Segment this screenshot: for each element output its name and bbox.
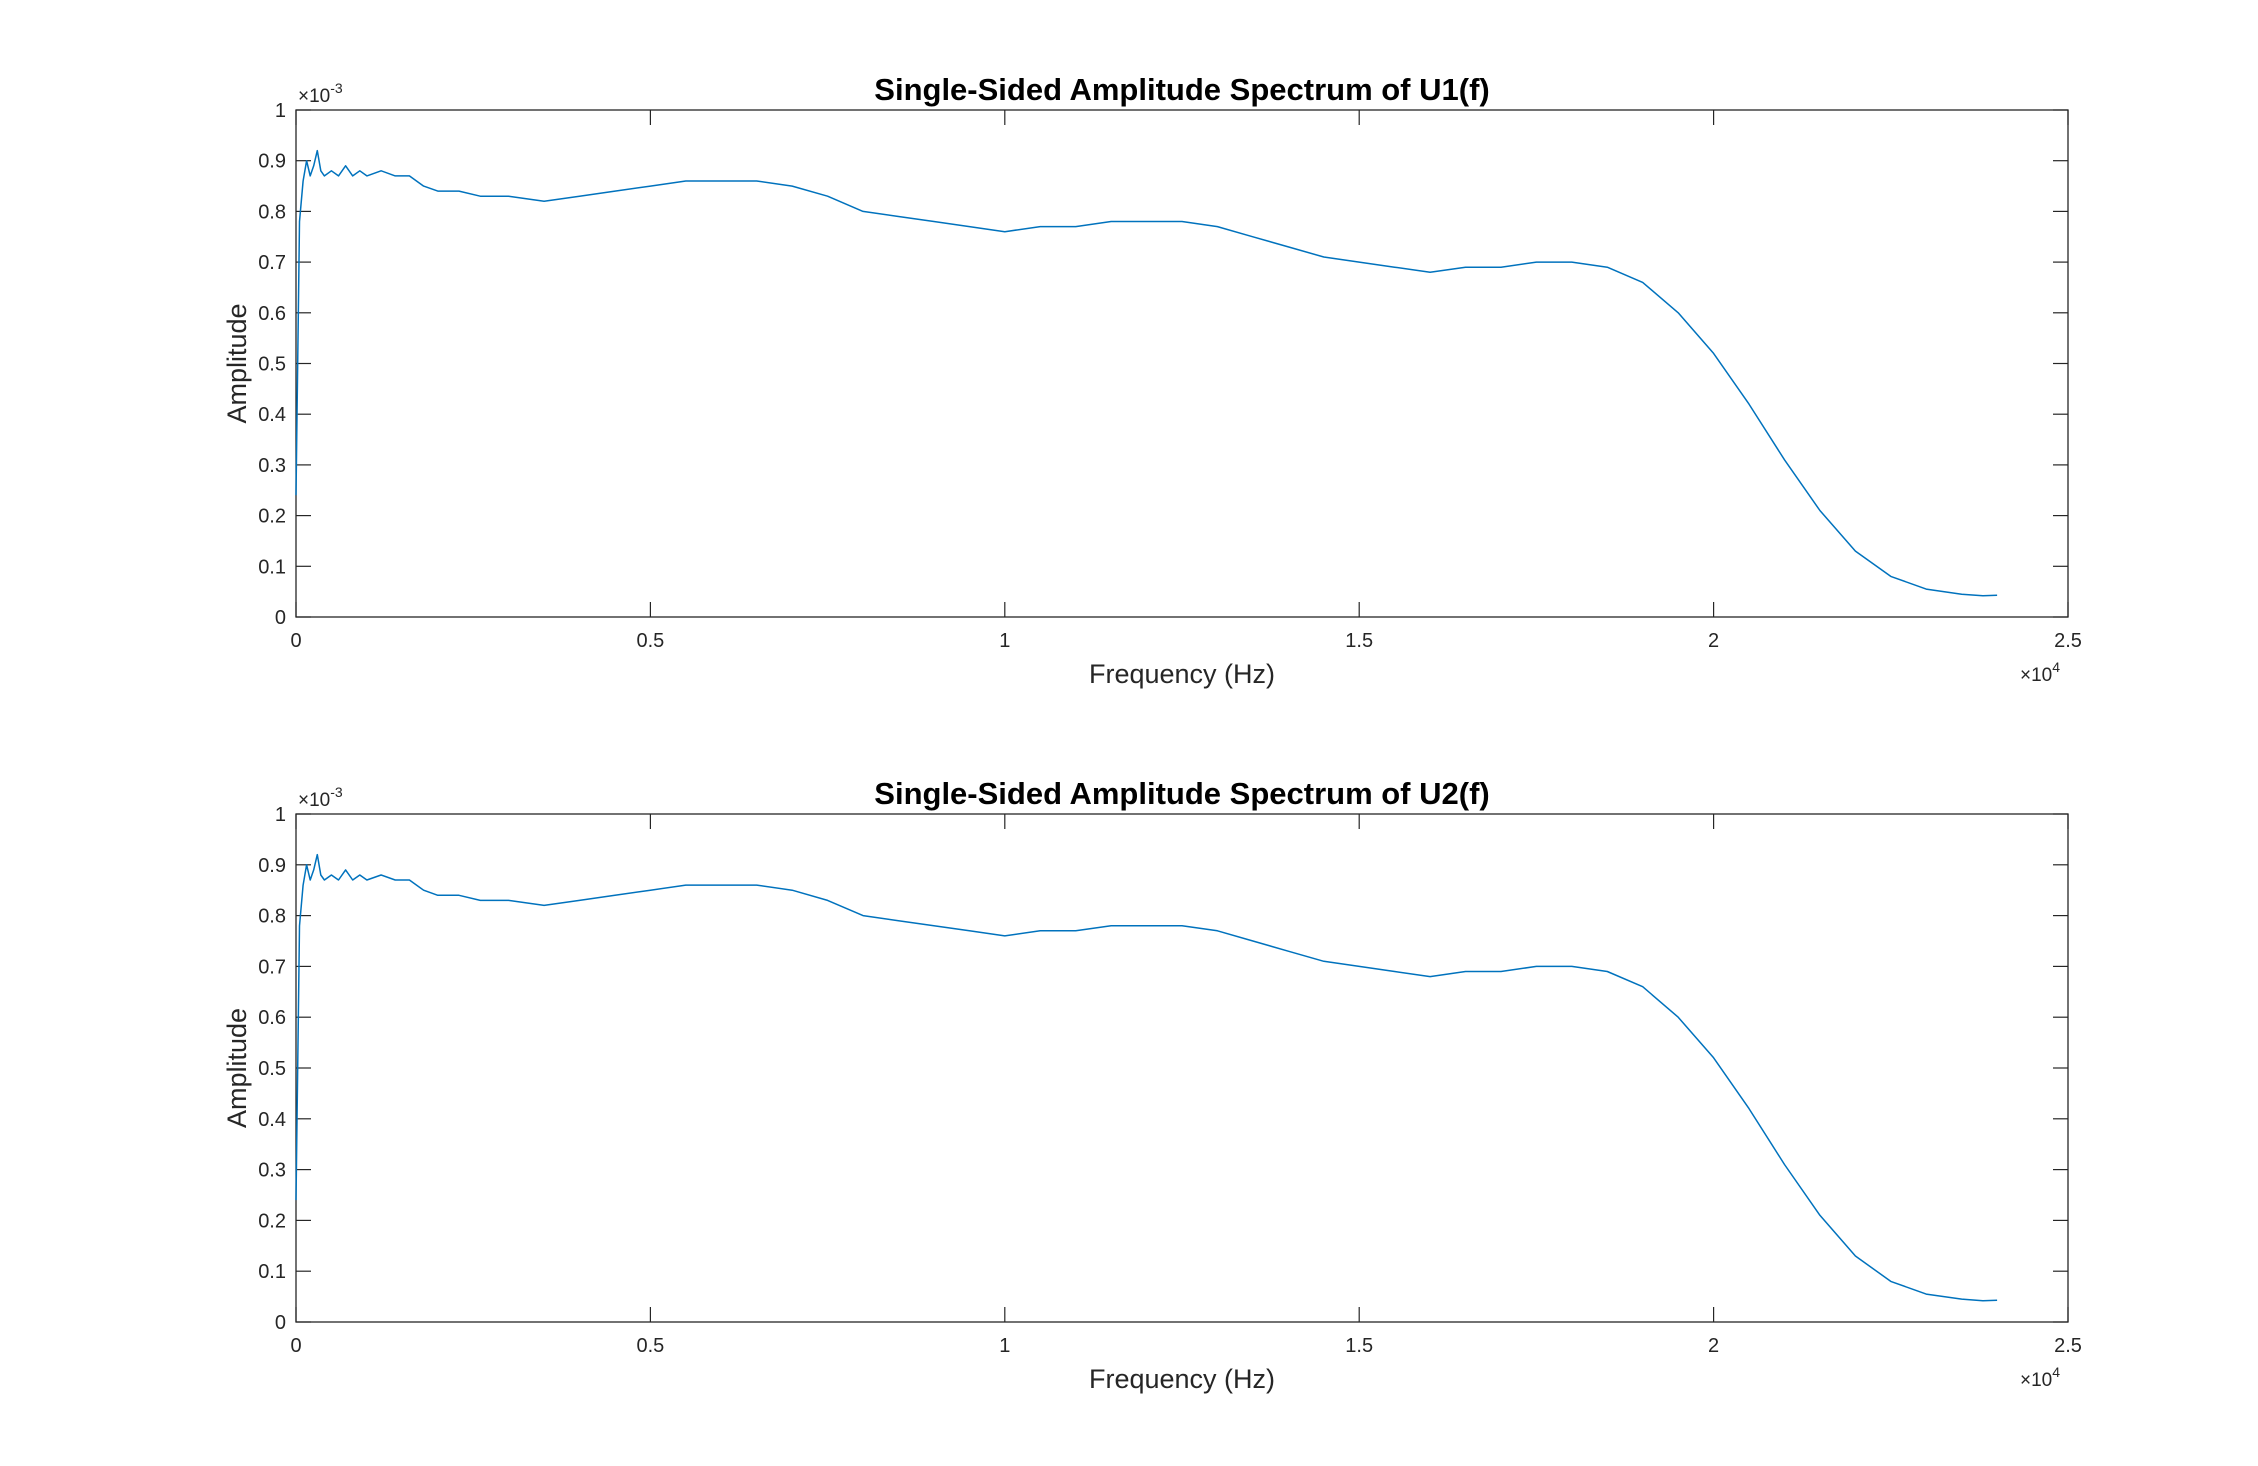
y-tick-label: 0.5 — [258, 354, 286, 376]
x-tick-label: 2 — [1708, 1335, 1719, 1357]
series-line-1 — [295, 853, 1998, 1302]
series-line-1 — [295, 149, 1998, 597]
x-tick-label: 1 — [999, 1335, 1010, 1357]
y-tick-label: 0.5 — [258, 1058, 286, 1080]
y-tick-label: 0.4 — [258, 404, 286, 426]
y-axis-label: Amplitude — [222, 303, 252, 423]
y-tick-label: 0.8 — [258, 906, 286, 928]
x-tick-label: 1 — [999, 630, 1010, 652]
y-tick-label: 0.7 — [258, 956, 286, 978]
y-tick-label: 0.9 — [258, 855, 286, 877]
y-tick-label: 0.1 — [258, 556, 286, 578]
y-tick-label: 0.3 — [258, 455, 286, 477]
y-exponent-label: ×10-3 — [298, 80, 343, 107]
y-axis-label: Amplitude — [222, 1008, 252, 1128]
x-axis-label: Frequency (Hz) — [1089, 659, 1275, 689]
y-exponent-power: -3 — [330, 784, 343, 800]
y-tick-label: 0.9 — [258, 151, 286, 173]
x-tick-label: 0.5 — [636, 630, 664, 652]
x-exponent-base: ×10 — [2020, 665, 2052, 686]
y-tick-label: 0.7 — [258, 252, 286, 274]
y-exponent-base: ×10 — [298, 86, 330, 107]
y-exponent-power: -3 — [330, 80, 343, 96]
x-exponent-label: ×104 — [2020, 659, 2060, 686]
x-tick-label: 1.5 — [1345, 630, 1373, 652]
y-tick-label: 0 — [275, 1312, 286, 1334]
subplot-2: 0 0.5 1 1.5 2 2.5 0 0.1 0.2 0.3 0.4 0.5 0.6 0.7 0.8 0.9… — [222, 776, 2082, 1394]
y-tick-label: 0.8 — [258, 201, 286, 223]
axes-box — [295, 109, 2069, 618]
x-exponent-power: 4 — [2052, 659, 2060, 675]
x-axis-label: Frequency (Hz) — [1089, 1364, 1275, 1394]
x-tick-label: 0 — [290, 1335, 301, 1357]
x-tick-label: 2 — [1708, 630, 1719, 652]
x-tick-label: 1.5 — [1345, 1335, 1373, 1357]
x-tick-label: 0.5 — [636, 1335, 664, 1357]
x-tick-label: 2.5 — [2054, 630, 2082, 652]
y-tick-label: 0.4 — [258, 1109, 286, 1131]
y-exponent-label: ×10-3 — [298, 784, 343, 811]
x-exponent-label: ×104 — [2020, 1364, 2060, 1391]
y-tick-label: 0.3 — [258, 1160, 286, 1182]
chart-title: Single-Sided Amplitude Spectrum of U1(f) — [874, 72, 1489, 107]
chart-title: Single-Sided Amplitude Spectrum of U2(f) — [874, 776, 1489, 811]
y-tick-label: 0.6 — [258, 303, 286, 325]
subplot-1: 0 0.5 1 1.5 2 2.5 0 0.1 0.2 0.3 0.4 0.5 0.6 0.7 0.8 0.9… — [222, 72, 2082, 689]
y-tick-label: 0.2 — [258, 1210, 286, 1232]
x-exponent-power: 4 — [2052, 1364, 2060, 1380]
y-tick-label: 0.2 — [258, 506, 286, 528]
y-exponent-base: ×10 — [298, 790, 330, 811]
y-tick-label: 0.6 — [258, 1007, 286, 1029]
x-exponent-base: ×10 — [2020, 1370, 2052, 1391]
y-tick-label: 1 — [275, 804, 286, 826]
y-tick-label: 1 — [275, 100, 286, 122]
axes-box — [295, 813, 2069, 1323]
x-tick-label: 2.5 — [2054, 1335, 2082, 1357]
y-tick-label: 0.1 — [258, 1261, 286, 1283]
y-tick-label: 0 — [275, 607, 286, 629]
x-tick-label: 0 — [290, 630, 301, 652]
